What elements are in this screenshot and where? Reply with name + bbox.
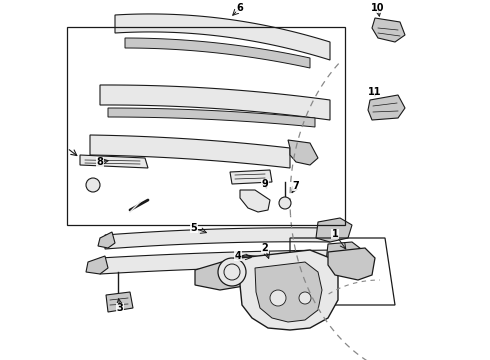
Polygon shape <box>125 38 310 68</box>
Polygon shape <box>255 262 322 322</box>
Bar <box>67 27 345 225</box>
Circle shape <box>270 290 286 306</box>
Text: 11: 11 <box>368 87 382 97</box>
Polygon shape <box>326 242 365 268</box>
Polygon shape <box>108 108 315 127</box>
Polygon shape <box>106 292 133 312</box>
Polygon shape <box>90 135 290 168</box>
Text: 10: 10 <box>371 3 385 13</box>
Text: 6: 6 <box>237 3 244 13</box>
Polygon shape <box>328 248 375 280</box>
Polygon shape <box>80 155 148 168</box>
Circle shape <box>299 292 311 304</box>
Polygon shape <box>240 190 270 212</box>
Text: 9: 9 <box>262 179 269 189</box>
Polygon shape <box>368 95 405 120</box>
Circle shape <box>218 258 246 286</box>
Polygon shape <box>100 85 330 120</box>
Polygon shape <box>105 228 330 249</box>
Polygon shape <box>230 170 272 184</box>
Polygon shape <box>100 250 340 274</box>
Polygon shape <box>115 14 330 60</box>
Polygon shape <box>288 140 318 165</box>
Polygon shape <box>372 18 405 42</box>
Circle shape <box>279 197 291 209</box>
Polygon shape <box>195 255 272 290</box>
Text: 4: 4 <box>235 251 242 261</box>
Text: 2: 2 <box>262 243 269 253</box>
Text: 3: 3 <box>117 303 123 313</box>
Text: 7: 7 <box>293 181 299 191</box>
Text: 8: 8 <box>97 157 103 167</box>
Polygon shape <box>240 250 338 330</box>
Circle shape <box>86 178 100 192</box>
Polygon shape <box>316 218 352 242</box>
Polygon shape <box>98 232 115 248</box>
Polygon shape <box>86 256 108 274</box>
Text: 1: 1 <box>332 229 339 239</box>
Text: 5: 5 <box>191 223 197 233</box>
